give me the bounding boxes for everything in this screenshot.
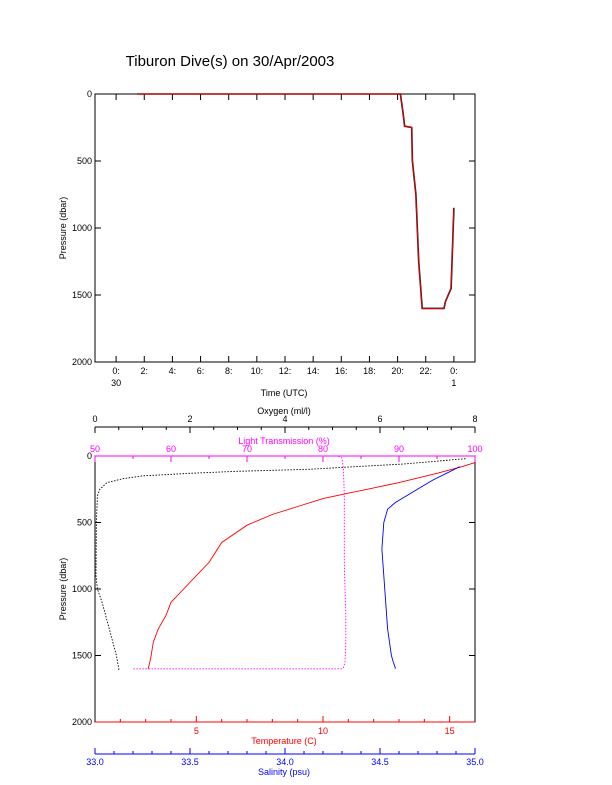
x-tick-label: 16: bbox=[335, 366, 348, 376]
axis-tick-label: 90 bbox=[394, 444, 404, 454]
axis-tick-label: 50 bbox=[90, 444, 100, 454]
profile-series-line bbox=[381, 466, 461, 669]
y-tick-label: 500 bbox=[77, 518, 92, 528]
pressure-series-line bbox=[137, 93, 455, 309]
y-tick-label: 500 bbox=[77, 156, 92, 166]
axis-tick-label: 6 bbox=[377, 414, 382, 424]
profile-plot: 0 500 1000 1500 2000 0 2 4 6 8 50 60 70 80 90 100 5 10 15 3… bbox=[72, 414, 484, 767]
y-tick-label: 1500 bbox=[72, 290, 92, 300]
axis-tick-label: 0 bbox=[92, 414, 97, 424]
x-tick-label: 12: bbox=[279, 366, 292, 376]
bottom-y-axis-label: Pressure (dbar) bbox=[58, 558, 68, 621]
y-tick-label: 0 bbox=[87, 89, 92, 99]
x-tick-label: 8: bbox=[225, 366, 233, 376]
axis-tick-label: 80 bbox=[318, 444, 328, 454]
y-tick-label: 2000 bbox=[72, 717, 92, 727]
top-x-axis-label: Time (UTC) bbox=[261, 388, 308, 398]
oxygen-axis-label: Oxygen (ml/l) bbox=[257, 406, 311, 416]
x-tick-sublabel: 30 bbox=[111, 378, 121, 388]
axis-tick-label: 8 bbox=[472, 414, 477, 424]
x-tick-label: 6: bbox=[197, 366, 205, 376]
x-tick-label: 22: bbox=[419, 366, 432, 376]
y-tick-label: 1500 bbox=[72, 651, 92, 661]
axis-tick-label: 33.0 bbox=[86, 757, 104, 767]
light-transmission-axis-label: Light Transmission (%) bbox=[238, 436, 330, 446]
axis-tick-label: 100 bbox=[467, 444, 482, 454]
x-tick-label: 10: bbox=[251, 366, 264, 376]
y-tick-label: 0 bbox=[87, 451, 92, 461]
y-tick-label: 1000 bbox=[72, 584, 92, 594]
x-tick-label: 18: bbox=[363, 366, 376, 376]
y-tick-label: 2000 bbox=[72, 357, 92, 367]
x-tick-label: 0: bbox=[112, 366, 120, 376]
axis-tick-label: 5 bbox=[194, 726, 199, 736]
axis-tick-label: 35.0 bbox=[466, 757, 484, 767]
chart-title: Tiburon Dive(s) on 30/Apr/2003 bbox=[126, 53, 335, 70]
axis-tick-label: 4 bbox=[282, 414, 287, 424]
top-y-axis-label: Pressure (dbar) bbox=[58, 197, 68, 260]
axis-tick-label: 70 bbox=[242, 444, 252, 454]
axis-tick-label: 15 bbox=[445, 726, 455, 736]
profile-series-line bbox=[133, 455, 347, 670]
plot-frame bbox=[94, 455, 476, 723]
profile-series-line bbox=[95, 458, 466, 671]
profile-series-line bbox=[147, 462, 476, 669]
axis-tick-label: 60 bbox=[166, 444, 176, 454]
axis-tick-label: 2 bbox=[187, 414, 192, 424]
x-tick-label: 4: bbox=[169, 366, 177, 376]
y-tick-label: 1000 bbox=[72, 223, 92, 233]
x-tick-sublabel: 1 bbox=[451, 378, 456, 388]
x-tick-label: 2: bbox=[141, 366, 149, 376]
x-tick-label: 0: bbox=[450, 366, 458, 376]
x-tick-label: 14: bbox=[307, 366, 320, 376]
temperature-axis-label: Temperature (C) bbox=[251, 736, 317, 746]
axis-tick-label: 10 bbox=[318, 726, 328, 736]
axis-tick-label: 34.5 bbox=[371, 757, 389, 767]
axis-tick-label: 34.0 bbox=[276, 757, 294, 767]
x-tick-label: 20: bbox=[391, 366, 404, 376]
salinity-axis-label: Salinity (psu) bbox=[258, 767, 310, 777]
axis-tick-label: 33.5 bbox=[181, 757, 199, 767]
